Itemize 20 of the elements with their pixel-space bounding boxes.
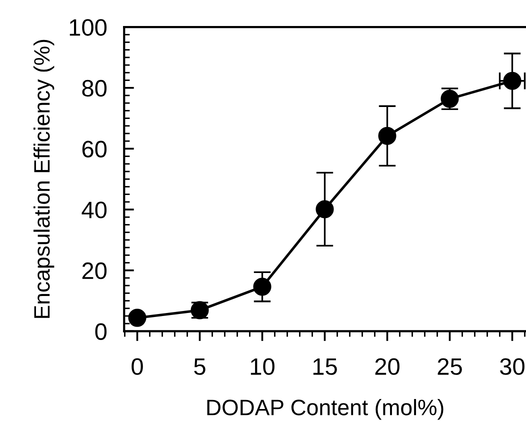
y-axis-title: Encapsulation Efficiency (%): [33, 40, 54, 318]
y-tick-label: 80: [82, 80, 107, 97]
point: [253, 278, 272, 296]
x-tick-label: 25: [438, 358, 462, 375]
x-tick-label: 5: [194, 358, 206, 375]
point: [316, 200, 334, 218]
y-tick-label: 20: [82, 262, 107, 280]
point: [128, 308, 146, 327]
x-tick-label: 30: [500, 358, 524, 375]
x-tick-label: 0: [132, 358, 143, 375]
y-tick-label: 0: [95, 323, 107, 340]
y-tick-label: 100: [70, 19, 107, 36]
point: [378, 126, 396, 145]
x-axis-title: DODAP Content (mol%): [207, 399, 444, 420]
x-tick-label: 10: [250, 358, 274, 375]
point: [503, 72, 522, 90]
y-tick-label: 60: [82, 140, 107, 158]
x-tick-label: 20: [375, 358, 400, 375]
y-tick-label: 40: [82, 202, 107, 218]
x-tick-label: 15: [313, 358, 337, 375]
